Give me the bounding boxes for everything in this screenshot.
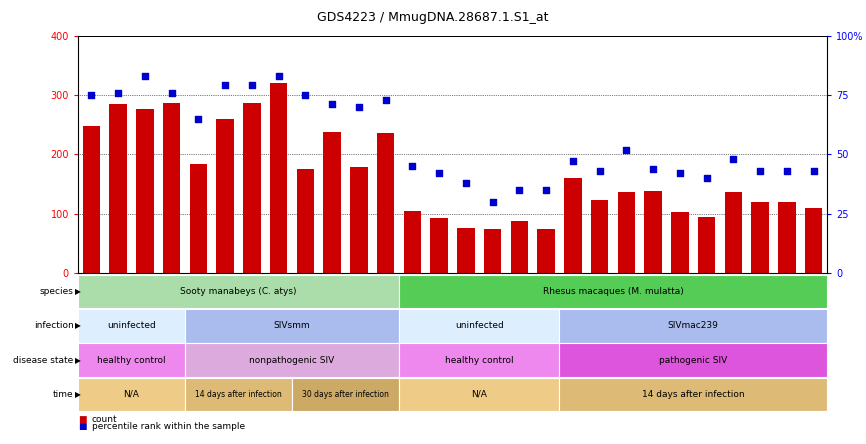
Bar (698, 217, 715, 273)
Text: SIVmac239: SIVmac239 (668, 321, 719, 330)
Bar (752, 202, 769, 273)
Point (299, 91, 313, 99)
Point (486, 198, 500, 205)
Point (111, 89, 125, 96)
Bar (671, 213, 688, 273)
Text: 30 days after infection: 30 days after infection (302, 389, 389, 399)
Bar (350, 167, 367, 273)
Point (378, 96, 392, 103)
Text: 14 days after infection: 14 days after infection (195, 389, 281, 399)
Point (191, 115, 205, 122)
Text: ▶: ▶ (75, 321, 81, 330)
Text: disease state: disease state (13, 356, 74, 365)
Bar (136, 109, 153, 273)
Bar (243, 103, 261, 273)
Bar (538, 229, 555, 273)
Text: Rhesus macaques (M. mulatta): Rhesus macaques (M. mulatta) (543, 287, 683, 297)
Point (727, 155, 740, 163)
Text: uninfected: uninfected (455, 321, 504, 330)
Point (272, 72, 286, 79)
Point (352, 103, 365, 110)
Text: infection: infection (34, 321, 74, 330)
Text: healthy control: healthy control (97, 356, 165, 365)
Point (405, 163, 419, 170)
Bar (323, 132, 341, 273)
Text: SIVsmm: SIVsmm (274, 321, 310, 330)
Point (459, 179, 473, 186)
Text: N/A: N/A (124, 389, 139, 399)
Text: time: time (53, 389, 74, 399)
Point (592, 167, 606, 174)
Bar (430, 218, 448, 273)
Text: healthy control: healthy control (445, 356, 514, 365)
Point (165, 89, 178, 96)
Point (780, 167, 794, 174)
Bar (216, 119, 234, 273)
Text: ■: ■ (78, 415, 87, 424)
Bar (511, 221, 528, 273)
Text: uninfected: uninfected (107, 321, 156, 330)
Bar (270, 83, 288, 273)
Text: Sooty manabeys (C. atys): Sooty manabeys (C. atys) (180, 287, 297, 297)
Point (432, 170, 446, 177)
Bar (725, 192, 742, 273)
Bar (644, 191, 662, 273)
Point (540, 186, 553, 194)
Bar (617, 192, 635, 273)
Bar (163, 103, 180, 273)
Bar (484, 229, 501, 273)
Bar (377, 133, 394, 273)
Bar (297, 169, 314, 273)
Bar (404, 211, 421, 273)
Text: N/A: N/A (471, 389, 488, 399)
Point (218, 82, 232, 89)
Text: species: species (40, 287, 74, 297)
Text: ■: ■ (78, 422, 87, 431)
Point (138, 72, 152, 79)
Point (325, 101, 339, 108)
Bar (591, 200, 608, 273)
Text: percentile rank within the sample: percentile rank within the sample (92, 422, 245, 431)
Text: ▶: ▶ (75, 287, 81, 297)
Point (673, 170, 687, 177)
Point (700, 174, 714, 182)
Point (84, 91, 98, 99)
Text: count: count (92, 415, 118, 424)
Text: 14 days after infection: 14 days after infection (642, 389, 745, 399)
Bar (457, 228, 475, 273)
Text: ▶: ▶ (75, 356, 81, 365)
Bar (779, 202, 796, 273)
Text: GDS4223 / MmugDNA.28687.1.S1_at: GDS4223 / MmugDNA.28687.1.S1_at (317, 11, 549, 24)
Point (513, 186, 527, 194)
Text: pathogenic SIV: pathogenic SIV (659, 356, 727, 365)
Bar (109, 104, 126, 273)
Point (753, 167, 767, 174)
Bar (805, 208, 823, 273)
Bar (564, 178, 582, 273)
Point (619, 146, 633, 153)
Point (807, 167, 821, 174)
Point (646, 165, 660, 172)
Text: ▶: ▶ (75, 389, 81, 399)
Point (245, 82, 259, 89)
Text: nonpathogenic SIV: nonpathogenic SIV (249, 356, 334, 365)
Bar (82, 126, 100, 273)
Point (566, 158, 580, 165)
Bar (190, 164, 207, 273)
